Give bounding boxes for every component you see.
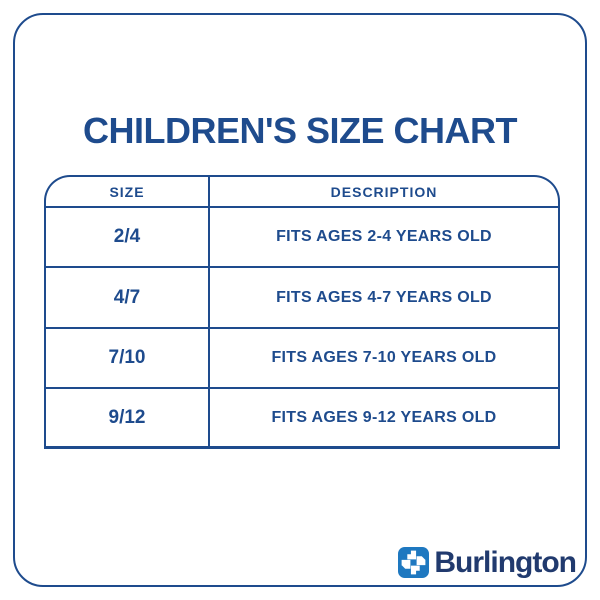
size-cell: 7/10 — [46, 326, 210, 390]
description-cell: FITS AGES 7-10 YEARS OLD — [208, 326, 558, 390]
column-header-size: SIZE — [46, 177, 210, 208]
description-cell: FITS AGES 4-7 YEARS OLD — [208, 266, 558, 329]
description-cell: FITS AGES 9-12 YEARS OLD — [208, 387, 558, 446]
table-row: 9/12 FITS AGES 9-12 YEARS OLD — [46, 387, 558, 446]
description-cell: FITS AGES 2-4 YEARS OLD — [208, 205, 558, 269]
size-cell: 4/7 — [46, 266, 210, 329]
burlington-wordmark: Burlington — [434, 545, 577, 579]
size-chart-table: SIZE DESCRIPTION 2/4 FITS AGES 2-4 YEARS… — [46, 177, 558, 446]
burlington-pinwheel-icon — [398, 547, 430, 578]
burlington-logo: Burlington — [398, 545, 577, 579]
column-header-description: DESCRIPTION — [208, 177, 558, 208]
size-cell: 2/4 — [46, 205, 210, 269]
size-cell: 9/12 — [46, 387, 210, 446]
header-row: SIZE DESCRIPTION — [46, 177, 558, 208]
page-title: CHILDREN'S SIZE CHART — [82, 110, 518, 151]
size-chart-table-container: SIZE DESCRIPTION 2/4 FITS AGES 2-4 YEARS… — [44, 175, 560, 449]
table-row: 2/4 FITS AGES 2-4 YEARS OLD — [46, 205, 558, 269]
table-row: 4/7 FITS AGES 4-7 YEARS OLD — [46, 266, 558, 329]
table-row: 7/10 FITS AGES 7-10 YEARS OLD — [46, 326, 558, 390]
